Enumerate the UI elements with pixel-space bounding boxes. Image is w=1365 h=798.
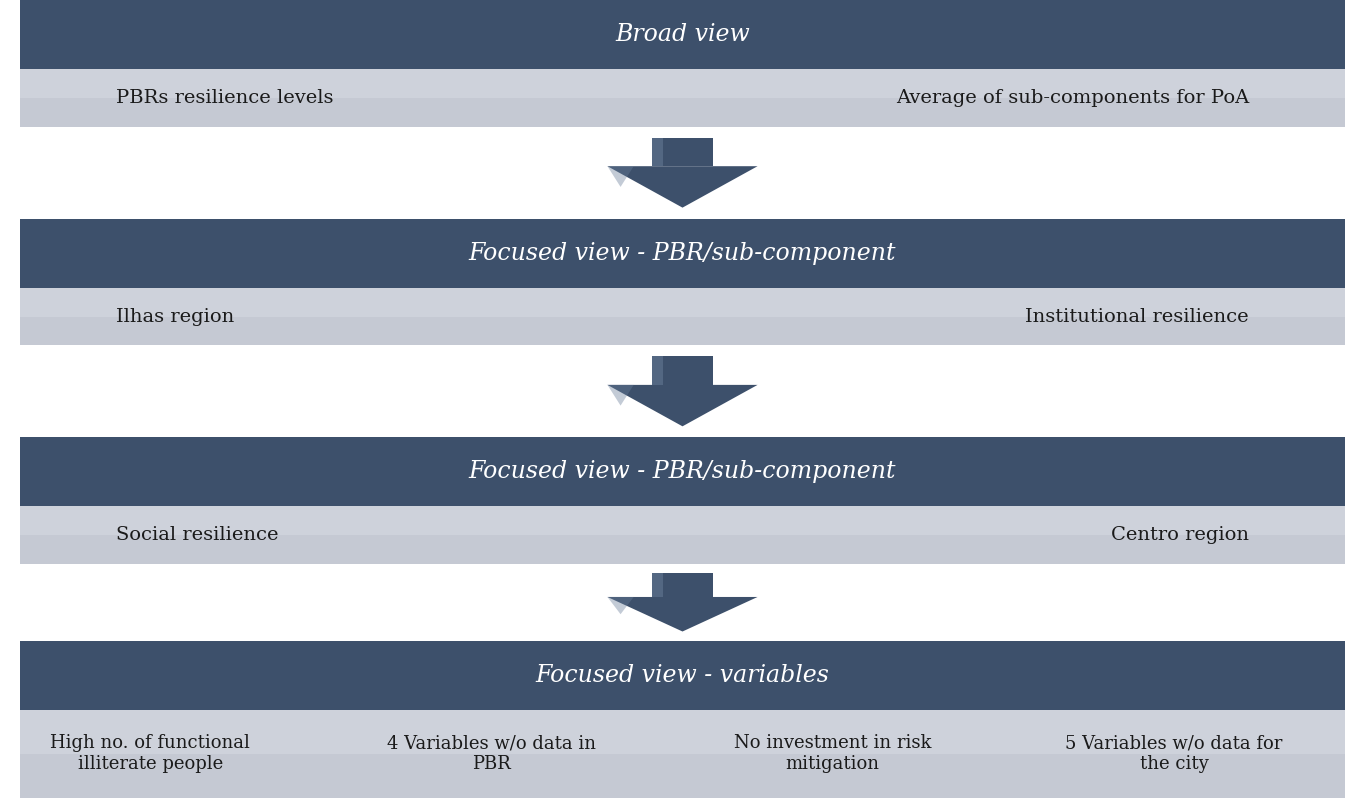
Text: 5 Variables w/o data for
the city: 5 Variables w/o data for the city [1065, 734, 1283, 773]
Bar [20, 641, 1345, 709]
Bar [20, 219, 1345, 288]
Bar [20, 709, 1345, 754]
Text: No investment in risk
mitigation: No investment in risk mitigation [734, 734, 931, 773]
Text: Focused view - PBR/sub-component: Focused view - PBR/sub-component [468, 460, 897, 484]
Polygon shape [607, 597, 758, 631]
Text: Social resilience: Social resilience [116, 526, 278, 544]
Text: Focused view - PBR/sub-component: Focused view - PBR/sub-component [468, 242, 897, 265]
Bar [20, 0, 1345, 69]
Text: Centro region: Centro region [1111, 526, 1249, 544]
Bar [20, 507, 1345, 564]
Polygon shape [607, 385, 758, 426]
Bar [652, 573, 713, 597]
Text: PBRs resilience levels: PBRs resilience levels [116, 89, 333, 107]
Bar [652, 357, 713, 385]
Bar [20, 69, 1345, 127]
Bar [20, 709, 1345, 798]
Polygon shape [607, 166, 633, 187]
Bar [652, 357, 663, 385]
Bar [20, 437, 1345, 507]
Text: Focused view - variables: Focused view - variables [535, 664, 830, 687]
Text: Ilhas region: Ilhas region [116, 307, 235, 326]
Polygon shape [607, 385, 633, 405]
Bar [20, 69, 1345, 98]
Polygon shape [607, 597, 633, 614]
Bar [20, 288, 1345, 317]
Bar [652, 137, 663, 166]
Text: 4 Variables w/o data in
PBR: 4 Variables w/o data in PBR [386, 734, 597, 773]
Bar [652, 573, 663, 597]
Polygon shape [607, 166, 758, 207]
Text: Institutional resilience: Institutional resilience [1025, 307, 1249, 326]
Text: High no. of functional
illiterate people: High no. of functional illiterate people [51, 734, 250, 773]
Bar [652, 137, 713, 166]
Bar [20, 288, 1345, 346]
Text: Broad view: Broad view [616, 23, 749, 46]
Bar [20, 507, 1345, 535]
Text: Average of sub-components for PoA: Average of sub-components for PoA [895, 89, 1249, 107]
